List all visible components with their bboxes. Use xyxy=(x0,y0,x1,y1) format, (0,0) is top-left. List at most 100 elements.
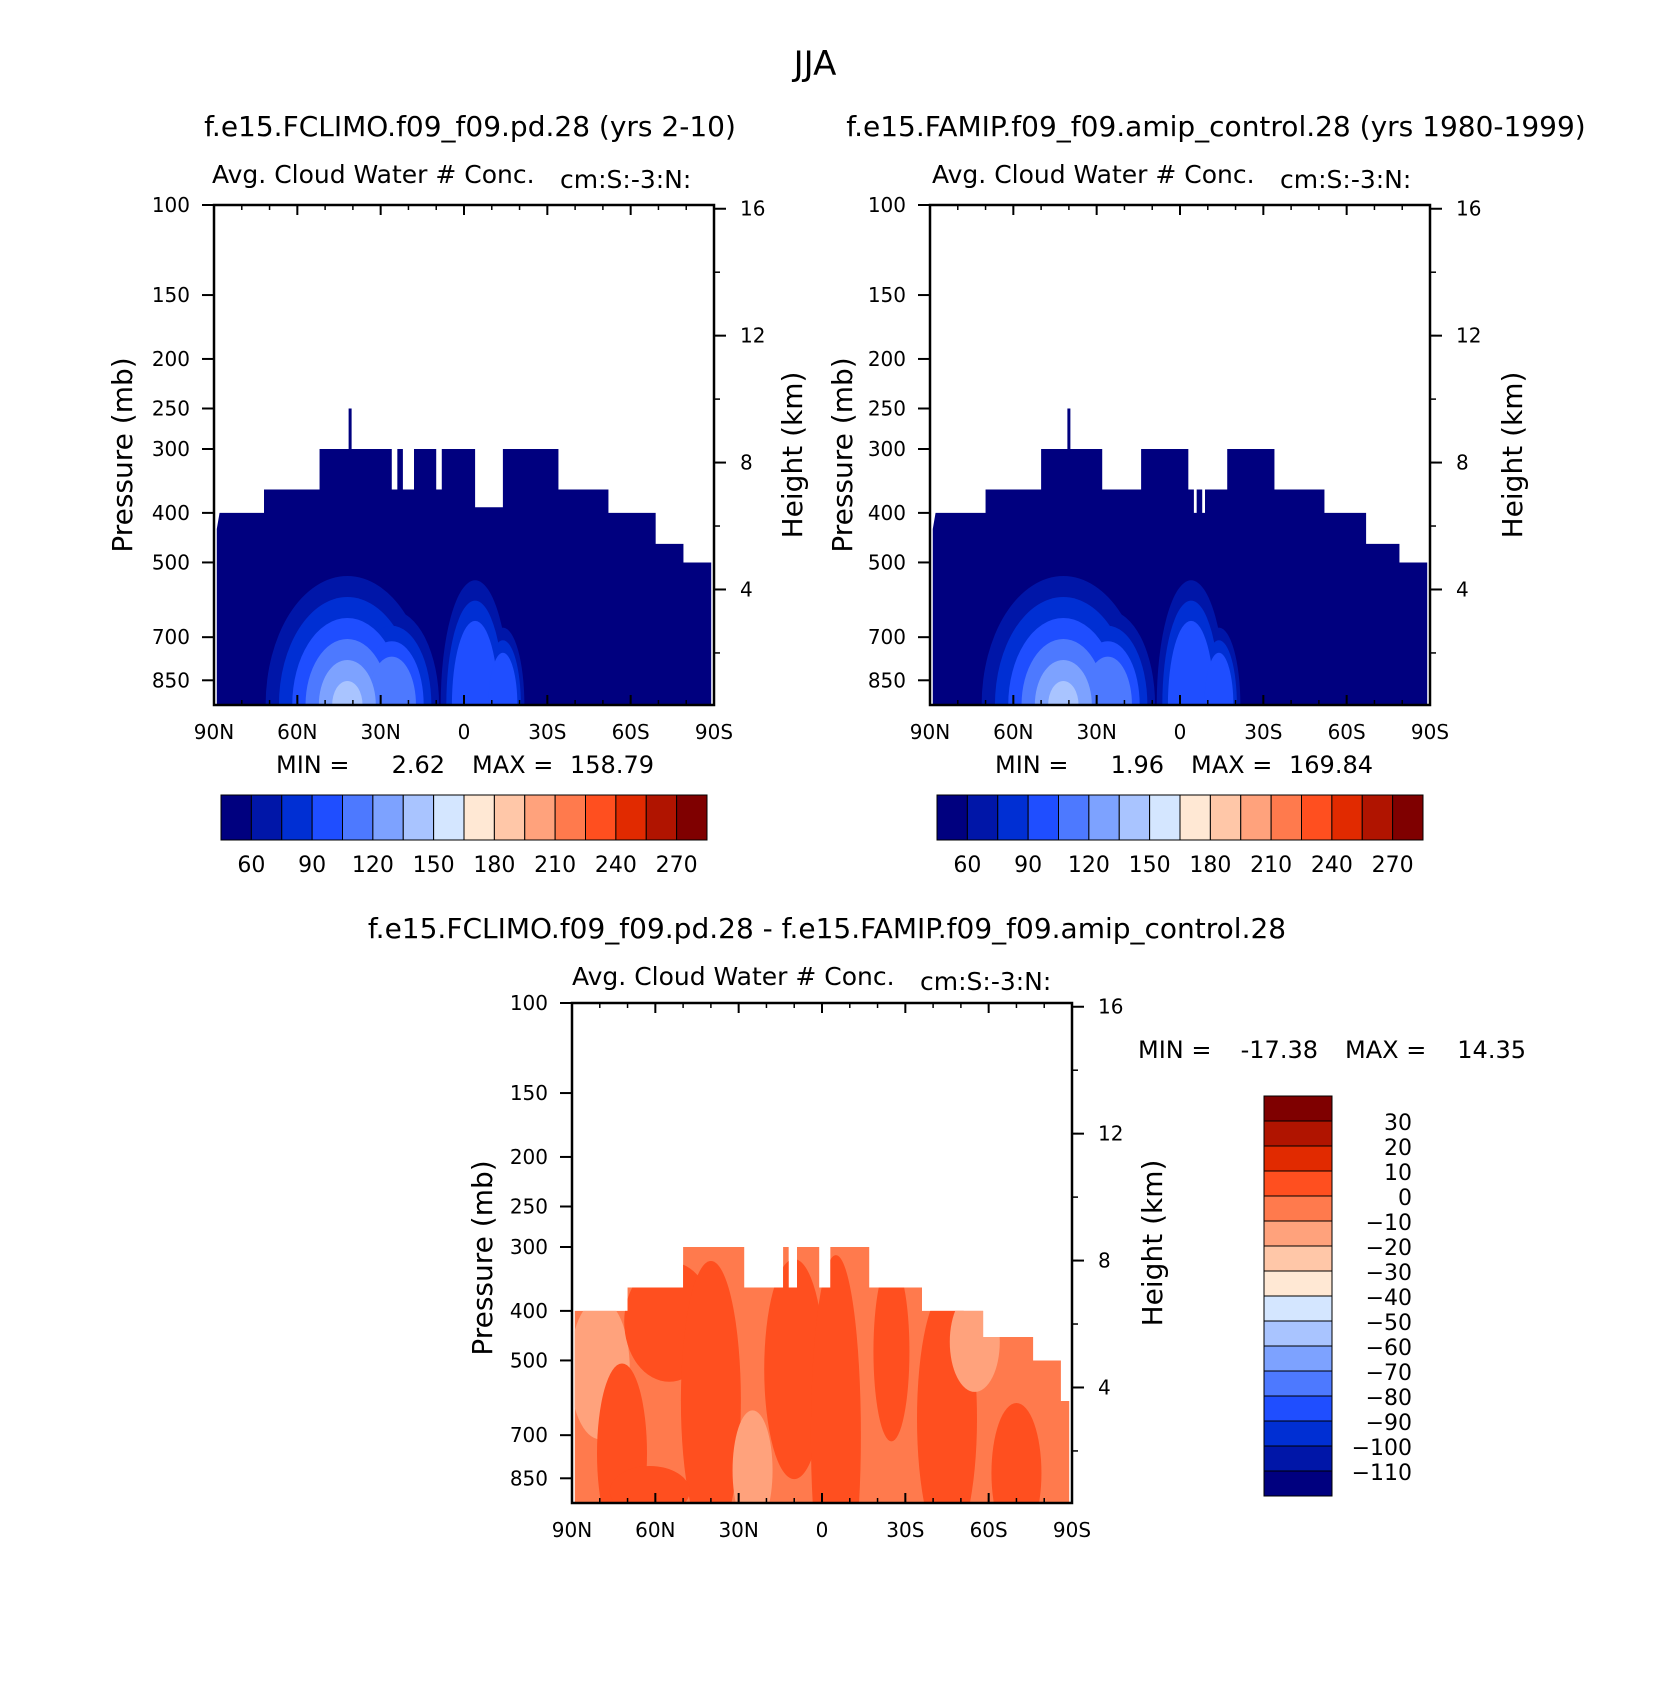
panel-2-height-tick-label: 12 xyxy=(1456,324,1481,348)
panel-2-field-label: Avg. Cloud Water # Conc. xyxy=(932,160,1255,189)
panel-1-height-tick-label: 4 xyxy=(740,577,753,601)
panel-3-x-tick-label: 30S xyxy=(886,1518,924,1542)
panel-3-colorbar-label: 30 xyxy=(1384,1111,1412,1136)
panel-1-height-tick-label: 8 xyxy=(740,451,753,475)
panel-2-colorbar-label: 210 xyxy=(1250,853,1292,878)
panel-1-pressure-axis-label: Pressure (mb) xyxy=(106,357,139,552)
panel-1-x-tick-label: 30N xyxy=(360,720,400,744)
panel-2-colorbar-swatch xyxy=(966,794,999,841)
panel-2-x-tick-label: 60S xyxy=(1328,720,1366,744)
panel-3-colorbar-label: −10 xyxy=(1366,1211,1412,1236)
panel-1-colorbar-swatch xyxy=(281,794,313,841)
panel-1-colorbar-label: 210 xyxy=(534,853,576,878)
panel-1-colorbar-swatch xyxy=(554,794,586,841)
panel-3-colorbar-swatch xyxy=(1263,1170,1333,1197)
panel-1-height-axis-label: Height (km) xyxy=(776,372,809,539)
panel-1-colorbar-swatch xyxy=(524,794,556,841)
panel-1-level-6-lobe-0 xyxy=(332,681,363,705)
panel-2-height-tick-label: 16 xyxy=(1456,197,1481,221)
panel-2-colorbar-label: 240 xyxy=(1311,853,1353,878)
panel-1-field-label: Avg. Cloud Water # Conc. xyxy=(212,160,535,189)
panel-3-units-label: cm:S:-3:N: xyxy=(920,967,1051,996)
panel-2-colorbar-swatch xyxy=(1118,794,1151,841)
panel-3-colorbar-label: −20 xyxy=(1366,1236,1412,1261)
panel-3-colorbar-swatch xyxy=(1263,1245,1333,1272)
panel-3-patch-4 xyxy=(764,1259,825,1480)
season-title: JJA xyxy=(792,44,837,84)
panel-1-x-tick-label: 90N xyxy=(194,720,234,744)
panel-2-x-tick-label: 30N xyxy=(1076,720,1116,744)
panel-1-colorbar-swatch xyxy=(220,794,252,841)
panel-1-title: f.e15.FCLIMO.f09_f09.pd.28 (yrs 2-10) xyxy=(204,110,736,143)
panel-1-level-5-lobe-0 xyxy=(318,660,376,705)
panel-1-y-tick-label: 850 xyxy=(152,668,190,692)
panel-3-y-tick-label: 700 xyxy=(510,1423,548,1447)
panel-1-colorbar-label: 90 xyxy=(298,853,326,878)
panel-3-colorbar-swatch xyxy=(1263,1370,1333,1397)
panel-2-colorbar-label: 180 xyxy=(1189,853,1231,878)
panel-1-x-tick-label: 0 xyxy=(458,720,471,744)
panel-1-colorbar-swatch xyxy=(645,794,678,841)
panel-2-x-tick-label: 0 xyxy=(1174,720,1187,744)
panel-1-colorbar-swatch xyxy=(311,794,343,841)
panel-3-patch-9 xyxy=(873,1261,910,1442)
panel-3-patch-8 xyxy=(991,1403,1042,1503)
panel-3-field-label: Avg. Cloud Water # Conc. xyxy=(572,962,895,991)
panel-3-y-tick-label: 850 xyxy=(510,1466,548,1490)
panel-3-y-tick-label: 300 xyxy=(510,1235,548,1259)
panel-3-height-tick-label: 4 xyxy=(1098,1375,1111,1399)
panel-3-x-tick-label: 60S xyxy=(970,1518,1008,1542)
panel-1-colorbar-label: 180 xyxy=(473,853,515,878)
panel-3-colorbar-swatch xyxy=(1263,1395,1333,1422)
panel-3-colorbar-swatch xyxy=(1263,1220,1333,1247)
panel-1-colorbar-swatch xyxy=(585,794,617,841)
panel-3-colorbar-swatch xyxy=(1263,1095,1333,1122)
panel-2-colorbar-swatch xyxy=(1027,794,1059,841)
panel-2-colorbar-swatch xyxy=(1361,794,1394,841)
panel-3-colorbar-label: −100 xyxy=(1352,1436,1412,1461)
panel-2-y-tick-label: 300 xyxy=(868,437,906,461)
panel-1-colorbar-swatch xyxy=(402,794,435,841)
panel-2-units-label: cm:S:-3:N: xyxy=(1280,165,1411,194)
panel-3-patch-6 xyxy=(732,1410,773,1503)
panel-1-min-value: 2.62 xyxy=(392,751,445,779)
panel-1-y-tick-label: 700 xyxy=(152,625,190,649)
panel-1-y-tick-label: 250 xyxy=(152,397,190,421)
panel-1-spike xyxy=(348,408,352,449)
panel-1-colorbar-swatch xyxy=(433,794,465,841)
panel-3-colorbar-label: −90 xyxy=(1366,1411,1412,1436)
panel-2-y-tick-label: 250 xyxy=(868,397,906,421)
panel-1-colorbar-swatch xyxy=(250,794,283,841)
panel-3-x-tick-label: 90S xyxy=(1053,1518,1091,1542)
panel-1-y-tick-label: 400 xyxy=(152,501,190,525)
panel-2-level-6-lobe-0 xyxy=(1048,681,1079,705)
panel-1-max-label: MAX = xyxy=(472,751,553,779)
panel-1-y-tick-label: 100 xyxy=(152,193,190,217)
panel-2-colorbar-swatch xyxy=(1392,794,1424,841)
panel-3-pressure-axis-label: Pressure (mb) xyxy=(466,1160,499,1355)
panel-2-colorbar-swatch xyxy=(1240,794,1272,841)
panel-2-colorbar-swatch xyxy=(936,794,968,841)
panel-2-colorbar-swatch xyxy=(997,794,1029,841)
panel-2-min-value: 1.96 xyxy=(1111,751,1164,779)
panel-3-y-tick-label: 400 xyxy=(510,1299,548,1323)
panel-1-level-4-lobe-0 xyxy=(305,639,390,705)
panel-2-height-axis-label: Height (km) xyxy=(1496,372,1529,539)
panel-2-max-label: MAX = xyxy=(1191,751,1272,779)
panel-1-y-tick-label: 300 xyxy=(152,437,190,461)
panel-1-x-tick-label: 30S xyxy=(528,720,566,744)
panel-2-level-5-lobe-0 xyxy=(1034,660,1092,705)
panel-3-colorbar-swatch xyxy=(1263,1145,1333,1172)
panel-2-colorbar-swatch xyxy=(1179,794,1211,841)
panel-2-colorbar-swatch xyxy=(1209,794,1242,841)
panel-1-colorbar-label: 240 xyxy=(595,853,637,878)
panel-3-colorbar-swatch xyxy=(1263,1270,1333,1297)
panel-3-patch-1 xyxy=(597,1363,647,1503)
panel-1-colorbar-swatch xyxy=(493,794,526,841)
panel-2-level-4-lobe-0 xyxy=(1021,639,1106,705)
panel-1-x-tick-label: 60S xyxy=(612,720,650,744)
panel-2-y-tick-label: 200 xyxy=(868,347,906,371)
panel-3-title: f.e15.FCLIMO.f09_f09.pd.28 - f.e15.FAMIP… xyxy=(368,912,1286,945)
panel-3-colorbar-label: 10 xyxy=(1384,1161,1412,1186)
